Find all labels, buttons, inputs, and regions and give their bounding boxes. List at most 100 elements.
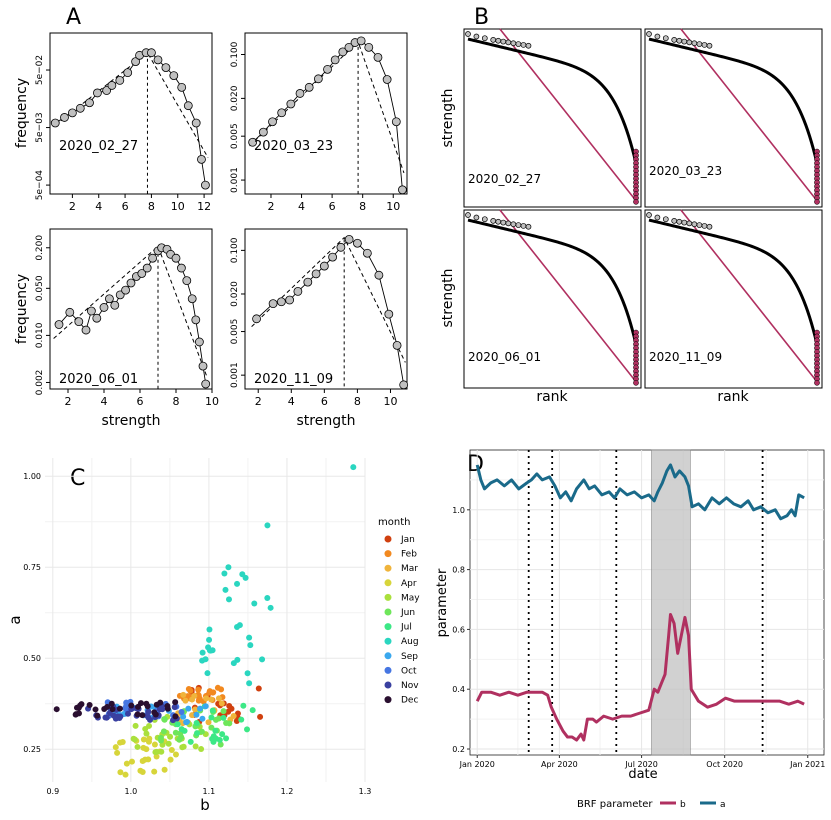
data-point xyxy=(176,263,186,273)
x-axis-label: strength xyxy=(297,413,356,429)
point-aug xyxy=(350,464,357,471)
data-point xyxy=(373,52,383,62)
data-point xyxy=(105,294,114,304)
data-point xyxy=(67,108,77,118)
data-point xyxy=(338,47,348,57)
data-point xyxy=(194,337,204,347)
point-sep xyxy=(197,705,204,712)
rank-point xyxy=(691,40,698,47)
panel-b-frame xyxy=(463,28,642,208)
data-point xyxy=(121,285,130,295)
y-tick-label: 0.8 xyxy=(452,566,465,575)
point-jan xyxy=(255,685,262,692)
data-point xyxy=(277,108,287,118)
x-tick-label: 4 xyxy=(95,200,102,213)
point-dec xyxy=(152,711,159,718)
tail-point xyxy=(814,198,820,205)
point-apr xyxy=(146,735,153,742)
point-may xyxy=(167,733,174,740)
point-dec xyxy=(53,706,60,713)
rank-point xyxy=(520,42,527,48)
point-apr xyxy=(168,747,175,754)
legend-label-aug: Aug xyxy=(401,637,419,647)
y-axis-label: a xyxy=(6,615,24,624)
panel-d-frame xyxy=(469,449,825,756)
point-nov xyxy=(112,715,119,722)
x-tick-label: 2 xyxy=(267,200,274,213)
data-point xyxy=(99,303,109,312)
point-aug xyxy=(267,604,274,611)
rank-point xyxy=(495,37,502,44)
panel-letter-a: A xyxy=(66,5,81,30)
rank-point xyxy=(465,212,471,218)
point-dec xyxy=(139,712,146,719)
point-apr xyxy=(128,758,135,765)
legend-label-apr: Apr xyxy=(401,579,417,589)
rank-point xyxy=(481,216,488,223)
point-may xyxy=(198,746,205,753)
x-tick-label: 4 xyxy=(101,395,108,408)
rank-point xyxy=(671,37,678,43)
point-dec xyxy=(94,712,101,719)
data-point xyxy=(93,88,102,98)
x-tick-label: 8 xyxy=(148,200,155,213)
data-line xyxy=(252,40,403,190)
legend-label-may: May xyxy=(401,593,420,603)
point-aug xyxy=(202,656,209,663)
point-sep xyxy=(180,713,187,720)
rank-point xyxy=(676,37,683,44)
data-point xyxy=(187,294,197,304)
point-may xyxy=(192,743,199,750)
rank-point xyxy=(706,223,713,230)
point-may xyxy=(143,730,150,737)
subplot-label: 2020_03_23 xyxy=(254,139,333,154)
point-jan xyxy=(225,708,232,715)
point-aug xyxy=(206,647,213,654)
legend-label-jun: Jun xyxy=(400,608,415,618)
rank-point xyxy=(500,38,507,45)
rank-point xyxy=(520,223,527,229)
point-jan xyxy=(226,703,233,710)
point-feb xyxy=(187,687,194,694)
x-tick-label: Jul 2020 xyxy=(624,760,658,769)
data-point xyxy=(169,71,179,80)
legend-title: BRF parameter xyxy=(577,799,653,810)
data-point xyxy=(276,297,286,307)
panel-d: 0.2 0.4 0.6 0.8 1.0 Jan 2020 Apr 2020 Jul 2020 O… xyxy=(435,449,825,810)
data-point xyxy=(328,252,338,262)
rank-point xyxy=(505,220,512,227)
point-may xyxy=(146,722,153,729)
subplot-label: 2020_02_27 xyxy=(468,172,541,186)
point-may xyxy=(134,743,141,750)
legend-label-b: b xyxy=(680,800,686,810)
point-jun xyxy=(215,715,222,722)
data-point xyxy=(110,300,120,310)
x-tick-label: 10 xyxy=(205,395,219,408)
panel-letter-d: D xyxy=(467,452,484,477)
data-point xyxy=(398,185,407,195)
point-apr xyxy=(172,751,179,758)
legend-swatch-sep xyxy=(384,652,392,660)
y-tick-label: 0.4 xyxy=(452,685,465,694)
legend-label-oct: Oct xyxy=(401,666,417,676)
rank-point xyxy=(671,218,678,224)
point-feb xyxy=(195,697,202,704)
rank-point xyxy=(686,39,693,46)
rank-point xyxy=(706,42,713,49)
subplot-label: 2020_03_23 xyxy=(649,164,722,178)
data-point xyxy=(391,117,401,127)
scatter-points xyxy=(53,464,357,778)
point-jun xyxy=(198,728,205,735)
panel-a-frame xyxy=(244,228,408,390)
point-jul xyxy=(193,719,200,726)
point-may xyxy=(132,722,139,729)
point-aug xyxy=(234,580,241,587)
tail-point xyxy=(633,198,639,205)
subplot-label: 2020_11_09 xyxy=(254,372,333,387)
legend-swatch-jun xyxy=(384,608,392,616)
panel-b-subplot-2: 2020_06_01 xyxy=(463,209,642,389)
panel-b-subplot-0: 2020_02_27 xyxy=(463,28,642,208)
x-tick-label: 1.0 xyxy=(124,787,137,796)
point-aug xyxy=(230,660,237,667)
tail-point xyxy=(633,379,639,386)
